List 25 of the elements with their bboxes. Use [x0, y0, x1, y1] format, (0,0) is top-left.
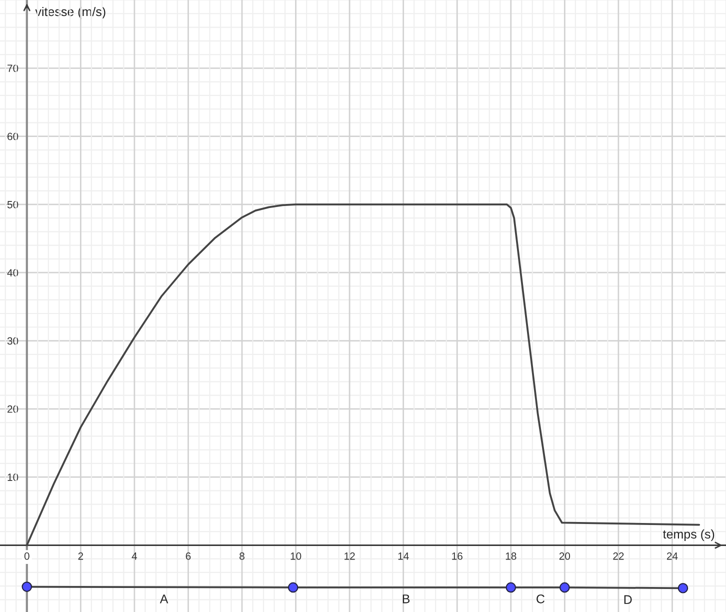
y-tick-label: 70	[8, 64, 18, 72]
x-tick-label: 4	[132, 552, 138, 560]
y-tick-label: 50	[7, 200, 18, 208]
y-tick-label: 10	[8, 474, 18, 481]
y-tick-label: 40	[7, 269, 18, 276]
x-tick-label: 12	[344, 552, 355, 560]
x-tick-label: 14	[398, 552, 409, 560]
annotation: A	[160, 594, 168, 604]
x-tick-label: 20	[559, 552, 570, 560]
y-tick-label: 30	[7, 337, 18, 345]
annotation: D	[624, 595, 632, 604]
y-tick-label: 60	[8, 132, 18, 140]
x-tick-label: 10	[290, 552, 302, 560]
x-tick-label: 16	[452, 552, 462, 560]
x-tick-label: 0	[24, 552, 30, 560]
annotation: B	[402, 594, 410, 604]
x-tick-label: 2	[78, 552, 84, 560]
x-tick-label: 18	[506, 552, 516, 560]
annotation: C	[536, 594, 545, 604]
y-tick-label: 20	[7, 405, 18, 413]
x-tick-label: 8	[240, 552, 244, 560]
x-axis-title: temps (s)	[662, 529, 714, 542]
x-tick-label: 24	[666, 552, 678, 560]
x-tick-label: 6	[186, 552, 191, 560]
x-tick-label: 22	[613, 552, 624, 560]
